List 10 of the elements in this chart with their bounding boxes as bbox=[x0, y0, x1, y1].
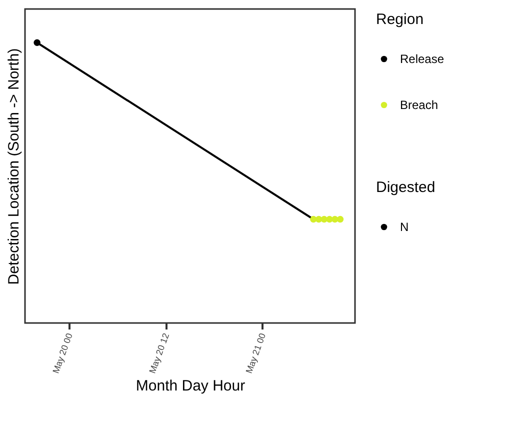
x-tick-label: May 21 00 bbox=[244, 332, 268, 375]
legend-title: Region bbox=[376, 11, 424, 28]
y-axis-title: Detection Location (South -> North) bbox=[6, 48, 22, 285]
x-axis-title: Month Day Hour bbox=[136, 378, 246, 395]
legend-label: Breach bbox=[400, 98, 438, 112]
legend-label: Release bbox=[400, 52, 444, 66]
text: Digested bbox=[376, 179, 436, 196]
x-tick-label: May 20 12 bbox=[147, 332, 172, 375]
legend-label: N bbox=[400, 220, 409, 234]
x-tick-label: May 20 00 bbox=[50, 332, 74, 375]
